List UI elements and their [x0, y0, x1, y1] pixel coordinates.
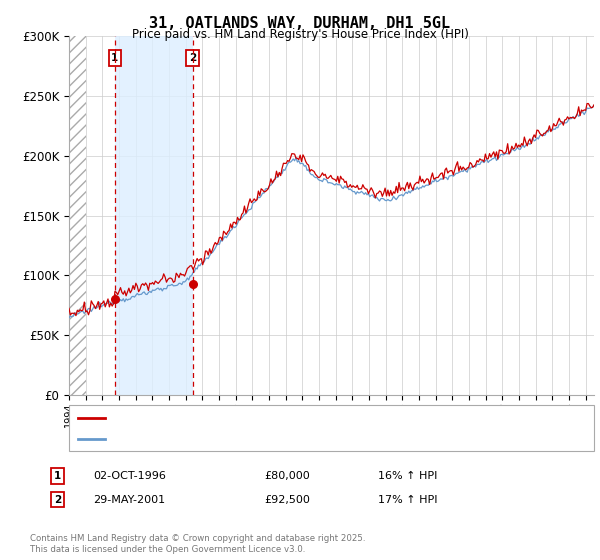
Text: 2: 2 — [54, 494, 61, 505]
Text: 31, OATLANDS WAY, DURHAM, DH1 5GL (detached house): 31, OATLANDS WAY, DURHAM, DH1 5GL (detac… — [111, 413, 413, 423]
Text: £80,000: £80,000 — [264, 471, 310, 481]
Text: Price paid vs. HM Land Registry's House Price Index (HPI): Price paid vs. HM Land Registry's House … — [131, 28, 469, 41]
Text: 02-OCT-1996: 02-OCT-1996 — [93, 471, 166, 481]
Text: 2: 2 — [189, 53, 196, 63]
Text: 1: 1 — [54, 471, 61, 481]
Bar — [69, 36, 86, 395]
Text: 31, OATLANDS WAY, DURHAM, DH1 5GL: 31, OATLANDS WAY, DURHAM, DH1 5GL — [149, 16, 451, 31]
Text: HPI: Average price, detached house, County Durham: HPI: Average price, detached house, Coun… — [111, 434, 386, 444]
Point — [188, 280, 197, 289]
Text: 17% ↑ HPI: 17% ↑ HPI — [378, 494, 437, 505]
Bar — [115, 36, 193, 395]
Text: 16% ↑ HPI: 16% ↑ HPI — [378, 471, 437, 481]
Text: Contains HM Land Registry data © Crown copyright and database right 2025.
This d: Contains HM Land Registry data © Crown c… — [30, 534, 365, 554]
Text: 29-MAY-2001: 29-MAY-2001 — [93, 494, 165, 505]
Text: 1: 1 — [111, 53, 118, 63]
Text: £92,500: £92,500 — [264, 494, 310, 505]
Point — [110, 295, 119, 304]
